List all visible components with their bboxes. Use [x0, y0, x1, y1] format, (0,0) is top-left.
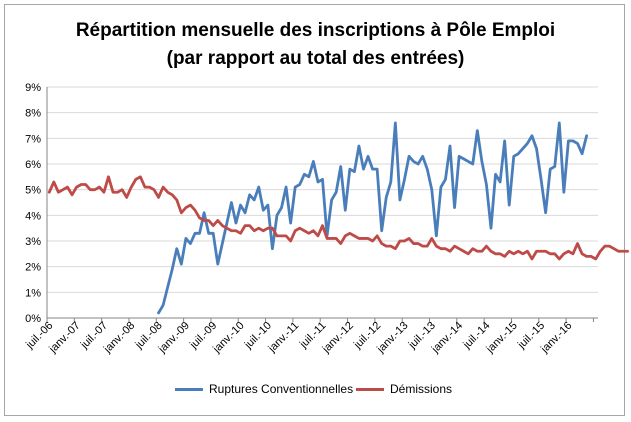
legend-label-ruptures: Ruptures Conventionnelles — [209, 382, 354, 396]
legend-swatch-ruptures — [175, 387, 203, 391]
chart-subtitle: (par rapport au total des entrées) — [166, 48, 465, 69]
series-line-demissions — [47, 175, 629, 261]
y-tick-label: 7% — [25, 133, 41, 145]
y-tick-label: 0% — [25, 313, 41, 325]
chart-legend: Ruptures Conventionnelles Démissions — [0, 382, 631, 400]
legend-label-demissions: Démissions — [390, 382, 453, 396]
y-axis-ticks: 0% 1% 2% 3% 4% 5% 6% 7% 8% 9% — [25, 82, 41, 325]
legend-item-demissions: Démissions — [356, 382, 452, 396]
x-axis — [46, 87, 594, 322]
legend-item-ruptures: Ruptures Conventionnelles — [175, 382, 353, 396]
y-tick-label: 8% — [25, 108, 41, 120]
data-series — [47, 121, 629, 315]
chart-title: Répartition mensuelle des inscriptions à… — [75, 20, 556, 41]
chart-frame — [4, 4, 625, 416]
series-line-ruptures — [157, 121, 589, 315]
legend-swatch-demissions — [356, 387, 384, 391]
x-tick-label: janv.-11 — [266, 320, 302, 356]
y-tick-label: 2% — [25, 262, 41, 274]
y-tick-label: 5% — [25, 185, 41, 197]
y-tick-label: 1% — [25, 287, 41, 299]
x-axis-ticks: juil.-06janv.-07juil.-07janv.-08juil.-08… — [23, 320, 574, 356]
y-tick-label: 3% — [25, 236, 41, 248]
y-tick-label: 4% — [25, 210, 41, 222]
y-tick-label: 6% — [25, 159, 41, 171]
y-tick-label: 9% — [25, 82, 41, 94]
gridlines — [47, 86, 598, 319]
